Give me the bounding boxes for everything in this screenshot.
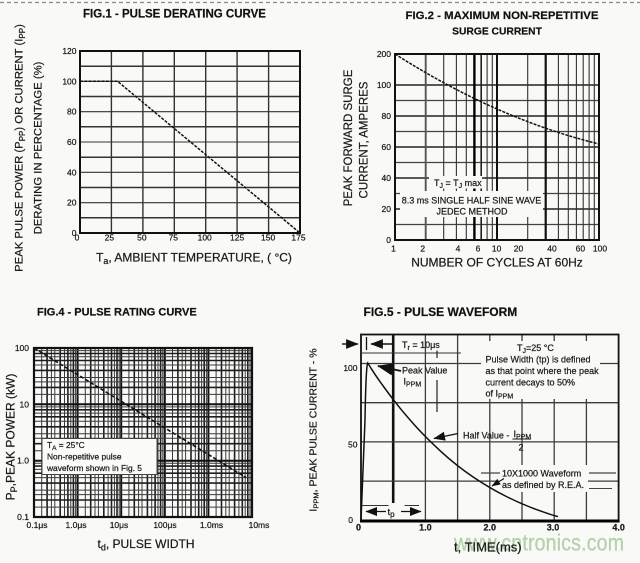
svg-text:50: 50 xyxy=(348,440,358,450)
svg-text:40: 40 xyxy=(67,167,77,177)
svg-text:1.0ms: 1.0ms xyxy=(200,520,223,530)
svg-text:8.3 ms SINGLE HALF SINE WAVE: 8.3 ms SINGLE HALF SINE WAVE xyxy=(402,196,542,206)
svg-text:40: 40 xyxy=(382,173,392,183)
svg-text:2: 2 xyxy=(420,244,425,254)
svg-text:100: 100 xyxy=(377,80,391,90)
svg-text:100: 100 xyxy=(593,244,607,254)
svg-text:FIG.1 - PULSE DERATING CURVE: FIG.1 - PULSE DERATING CURVE xyxy=(83,9,266,21)
svg-text:0: 0 xyxy=(75,233,80,243)
svg-text:www.cntronics.com: www.cntronics.com xyxy=(453,530,624,556)
svg-text:10ms: 10ms xyxy=(249,520,270,530)
svg-text:100: 100 xyxy=(15,343,29,353)
svg-text:200: 200 xyxy=(377,49,391,59)
svg-text:10: 10 xyxy=(20,399,30,409)
svg-text:Tr = 10μs: Tr = 10μs xyxy=(402,340,440,352)
svg-text:TJ=25 °C: TJ=25 °C xyxy=(517,343,554,355)
svg-text:DERATING IN PERCENTAGE (%): DERATING IN PERCENTAGE (%) xyxy=(33,61,45,234)
svg-text:3.0: 3.0 xyxy=(547,523,560,533)
svg-text:1.0μs: 1.0μs xyxy=(66,520,87,530)
svg-text:as defined by R.E.A.: as defined by R.E.A. xyxy=(502,480,584,490)
svg-text:80: 80 xyxy=(382,111,392,121)
svg-text:60: 60 xyxy=(382,142,392,152)
svg-text:0: 0 xyxy=(356,523,361,533)
svg-text:80: 80 xyxy=(67,107,77,117)
svg-text:1.0: 1.0 xyxy=(17,456,29,466)
svg-text:150: 150 xyxy=(261,233,275,243)
svg-text:60: 60 xyxy=(67,137,77,147)
svg-text:6: 6 xyxy=(476,244,481,254)
svg-text:td, PULSE WIDTH: td, PULSE WIDTH xyxy=(97,537,194,553)
svg-text:Half Value -: Half Value - xyxy=(463,431,509,441)
svg-text:10: 10 xyxy=(492,244,502,254)
svg-text:120: 120 xyxy=(62,46,76,56)
svg-text:100: 100 xyxy=(62,76,76,86)
svg-text:as that point where the peak: as that point where the peak xyxy=(486,366,600,376)
svg-text:0: 0 xyxy=(348,515,353,525)
svg-text:20: 20 xyxy=(67,198,77,208)
svg-text:Peak Value: Peak Value xyxy=(402,366,447,376)
svg-text:0.1: 0.1 xyxy=(17,512,29,522)
svg-text:0: 0 xyxy=(386,235,391,245)
svg-text:NUMBER OF CYCLES AT 60Hz: NUMBER OF CYCLES AT 60Hz xyxy=(411,256,583,270)
svg-text:FIG.5 - PULSE WAVEFORM: FIG.5 - PULSE WAVEFORM xyxy=(364,305,518,319)
svg-text:PEAK FORWARD SURGE: PEAK FORWARD SURGE xyxy=(343,69,355,206)
svg-text:current decays to 50%: current decays to 50% xyxy=(486,377,576,387)
svg-text:20: 20 xyxy=(514,244,524,254)
svg-text:40: 40 xyxy=(547,244,557,254)
svg-text:4: 4 xyxy=(456,244,461,254)
svg-text:SURGE CURRENT: SURGE CURRENT xyxy=(452,27,543,38)
svg-text:0: 0 xyxy=(72,228,77,238)
svg-text:50: 50 xyxy=(137,233,147,243)
svg-text:20: 20 xyxy=(382,204,392,214)
svg-text:TJ = TJ max: TJ = TJ max xyxy=(434,178,482,190)
svg-text:Pulse Width (tp) is defined: Pulse Width (tp) is defined xyxy=(486,355,591,365)
svg-text:10μs: 10μs xyxy=(110,520,129,530)
svg-text:100: 100 xyxy=(198,233,212,243)
svg-text:Ta, AMBIENT TEMPERATURE, ( °C): Ta, AMBIENT TEMPERATURE, ( °C) xyxy=(96,251,292,267)
svg-text:4.0: 4.0 xyxy=(612,523,625,533)
svg-text:PEAK PULSE POWER (PPP) OR CURR: PEAK PULSE POWER (PPP) OR CURRENT (IPP) xyxy=(14,24,28,272)
svg-text:0.1μs: 0.1μs xyxy=(27,520,48,530)
svg-text:JEDEC METHOD: JEDEC METHOD xyxy=(436,207,508,217)
svg-text:waveform shown in Fig. 5: waveform shown in Fig. 5 xyxy=(46,463,142,473)
svg-text:175: 175 xyxy=(291,233,305,243)
svg-text:FIG.4 - PULSE RATING CURVE: FIG.4 - PULSE RATING CURVE xyxy=(37,307,197,319)
svg-text:125: 125 xyxy=(230,233,244,243)
svg-text:TA = 25°C: TA = 25°C xyxy=(47,440,85,452)
svg-text:100: 100 xyxy=(343,363,357,373)
svg-text:60: 60 xyxy=(576,244,586,254)
svg-text:2.0: 2.0 xyxy=(484,523,497,533)
svg-text:t, TIME(ms): t, TIME(ms) xyxy=(454,540,522,555)
svg-text:PP,PEAK POWER (kW): PP,PEAK POWER (kW) xyxy=(4,374,20,501)
svg-text:FIG.2 - MAXIMUM NON-REPETITIVE: FIG.2 - MAXIMUM NON-REPETITIVE xyxy=(405,10,598,22)
svg-text:tp: tp xyxy=(388,507,396,519)
svg-text:100μs: 100μs xyxy=(153,520,176,530)
svg-text:CURRENT, AMPERES: CURRENT, AMPERES xyxy=(359,81,371,198)
svg-text:1: 1 xyxy=(391,244,396,254)
svg-text:2: 2 xyxy=(519,443,524,453)
svg-text:1.0: 1.0 xyxy=(419,523,432,533)
svg-text:25: 25 xyxy=(105,233,115,243)
svg-text:Non-repetitive pulse: Non-repetitive pulse xyxy=(47,452,122,462)
svg-text:75: 75 xyxy=(169,233,179,243)
svg-text:IPPM, PEAK PULSE CURRENT - %: IPPM, PEAK PULSE CURRENT - % xyxy=(308,348,321,511)
svg-text:10X1000 Waveform: 10X1000 Waveform xyxy=(502,469,581,479)
